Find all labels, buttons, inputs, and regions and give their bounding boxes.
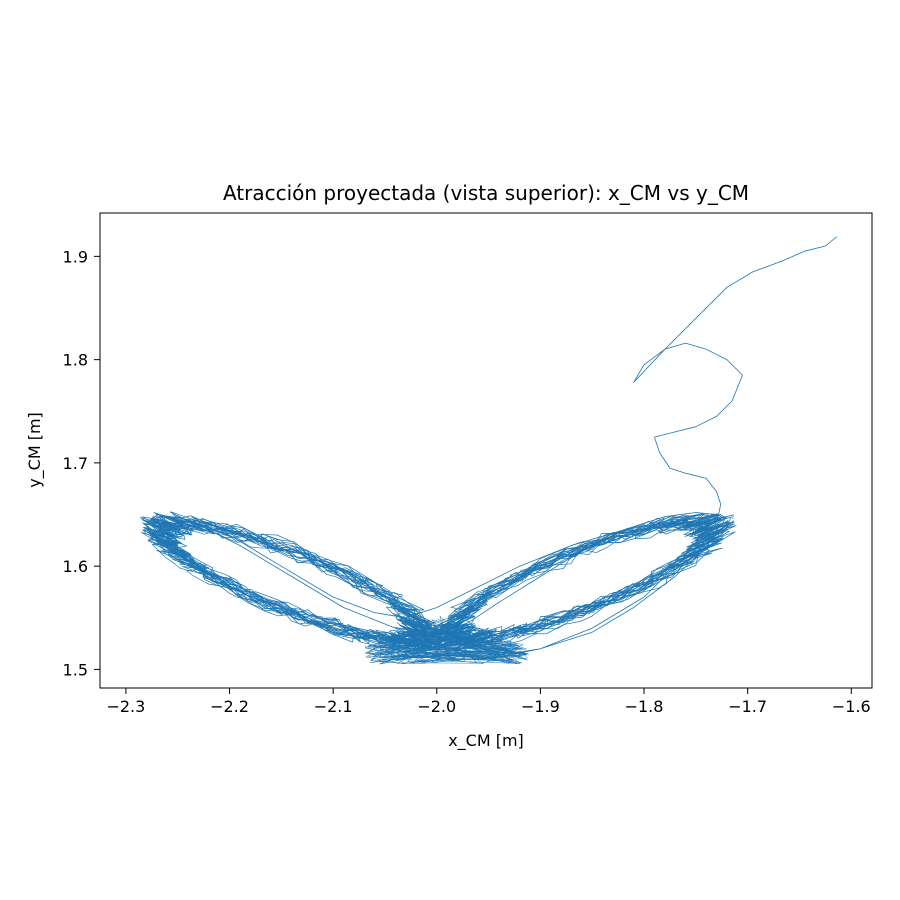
x-axis: −2.3 −2.2 −2.1 −2.0 −1.9 −1.8 −1.7 −1.6 bbox=[106, 688, 871, 716]
attractor-loop-L8 bbox=[150, 521, 441, 649]
y-tick-label: 1.8 bbox=[63, 351, 88, 370]
attractor-loop-L15 bbox=[146, 524, 437, 649]
y-tick-label: 1.7 bbox=[63, 454, 88, 473]
attractor-loop-L16 bbox=[150, 517, 440, 641]
x-tick-label: −1.8 bbox=[625, 697, 664, 716]
attractor-loop-L21 bbox=[153, 522, 435, 650]
attractor-loop-R15 bbox=[439, 514, 734, 645]
chart-title: Atracción proyectada (vista superior): x… bbox=[223, 181, 749, 205]
x-tick-label: −2.1 bbox=[314, 697, 353, 716]
y-tick-label: 1.5 bbox=[63, 660, 88, 679]
x-tick-label: −2.2 bbox=[210, 697, 249, 716]
plot-frame bbox=[99, 212, 873, 689]
y-tick-label: 1.6 bbox=[63, 557, 88, 576]
attractor-loop-L19 bbox=[147, 520, 436, 647]
attractor-loop-R21 bbox=[453, 513, 731, 640]
x-tick-label: −2.3 bbox=[106, 697, 145, 716]
attractor-loop-R20 bbox=[436, 520, 730, 646]
y-axis-label: y_CM [m] bbox=[25, 412, 45, 488]
y-axis: 1.5 1.6 1.7 1.8 1.9 bbox=[63, 247, 100, 679]
attractor-loop-L14 bbox=[147, 515, 441, 643]
x-tick-label: −2.0 bbox=[417, 697, 456, 716]
y-tick-label: 1.9 bbox=[63, 247, 88, 266]
x-tick-label: −1.7 bbox=[728, 697, 767, 716]
x-tick-label: −1.6 bbox=[832, 697, 871, 716]
plot-layer bbox=[140, 236, 838, 665]
attractor-loop-L4 bbox=[143, 516, 439, 645]
x-tick-label: −1.9 bbox=[521, 697, 560, 716]
x-axis-label: x_CM [m] bbox=[448, 731, 524, 751]
attractor-loop-L18 bbox=[142, 520, 436, 648]
attractor-loops bbox=[140, 511, 737, 665]
central-tangle bbox=[364, 616, 529, 665]
